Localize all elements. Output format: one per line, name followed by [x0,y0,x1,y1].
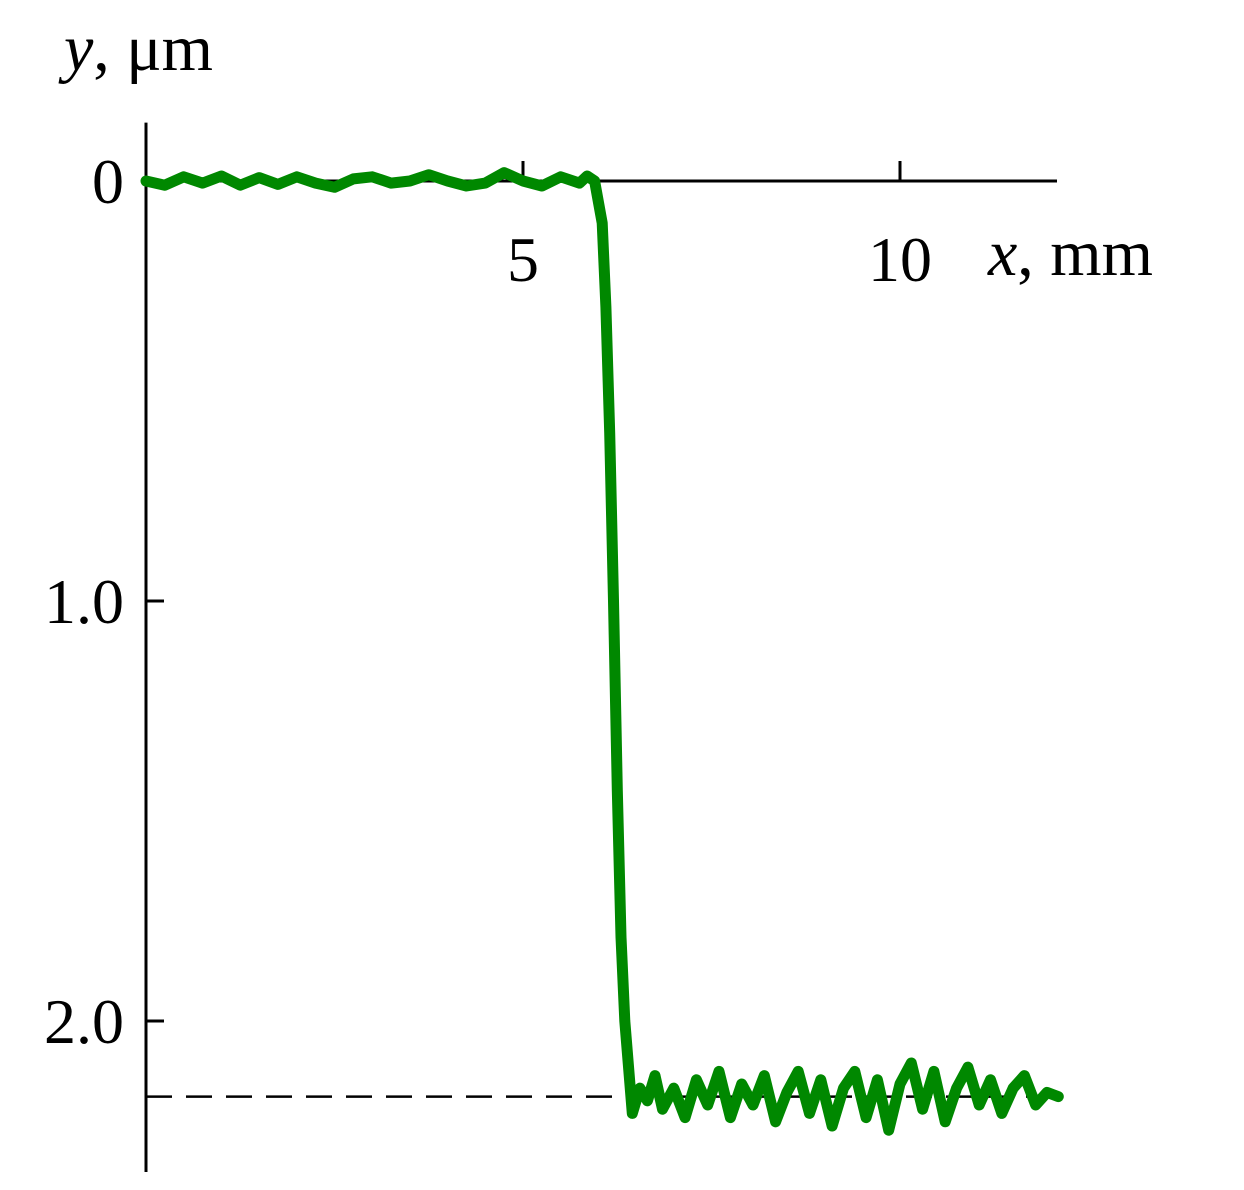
x-tick-label: 5 [507,224,539,295]
y-ticks: 0 1.0 2.0 [44,146,164,1057]
x-axis-label-unit: , mm [1017,217,1153,290]
y-axis-label-unit: , μm [93,12,213,85]
y-tick-label: 0 [92,146,124,217]
y-axis-label-var: y [58,12,94,85]
y-axis-label: y, μm [58,12,213,85]
x-ticks: 5 10 [507,161,932,295]
y-tick-label: 1.0 [44,566,124,637]
profile-series-line [140,167,1064,1136]
x-axis-label: x, mm [987,217,1153,290]
y-tick-label: 2.0 [44,986,124,1057]
x-tick-label: 10 [868,224,932,295]
x-axis-label-var: x [987,217,1017,290]
